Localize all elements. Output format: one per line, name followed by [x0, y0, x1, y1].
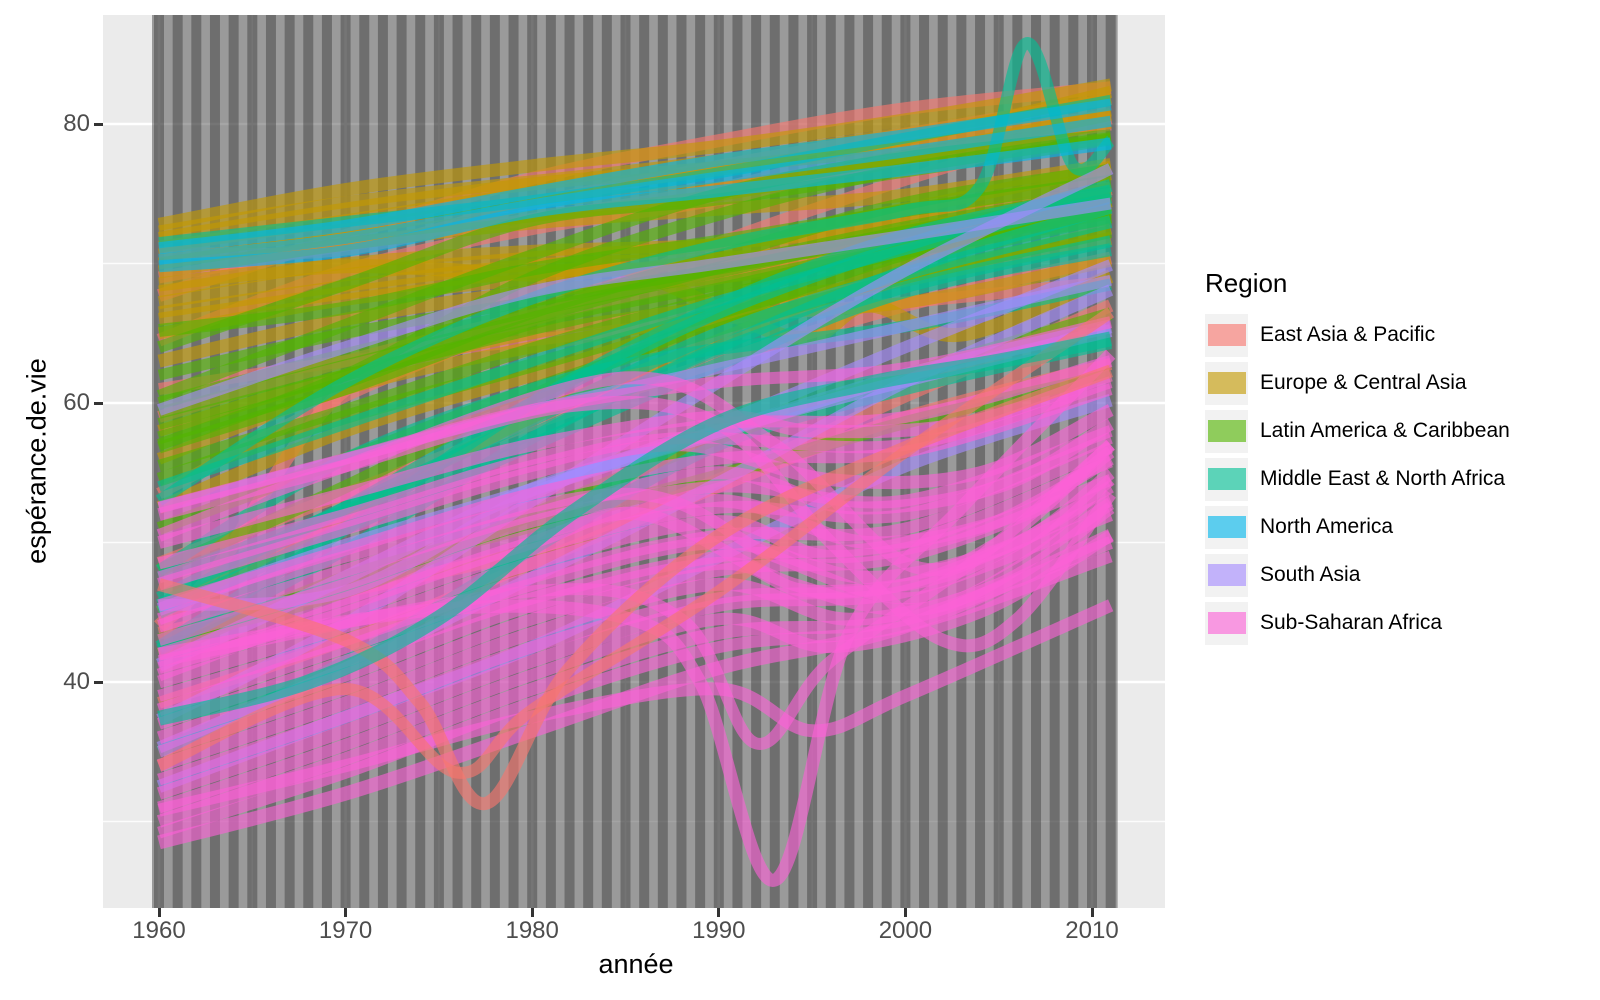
y-tick-mark — [94, 401, 103, 405]
y-tick-mark — [94, 122, 103, 126]
country-line-sa — [157, 197, 1112, 416]
x-tick-label: 2010 — [1065, 917, 1119, 944]
y-tick-label: 80 — [63, 110, 90, 137]
y-tick-label: 40 — [63, 668, 90, 695]
legend-item-mena: Middle East & North Africa — [1205, 455, 1595, 503]
legend-item-lac: Latin America & Caribbean — [1205, 407, 1595, 455]
legend-swatch-ssa — [1207, 612, 1246, 634]
x-tick-mark — [530, 908, 534, 917]
legend-swatch-eca — [1207, 372, 1246, 394]
country-line-ssa — [157, 529, 1114, 850]
x-axis-title: année — [598, 949, 674, 979]
legend-key-lac — [1205, 409, 1248, 453]
country-line-na — [158, 98, 1112, 255]
country-line-na — [158, 115, 1112, 265]
x-tick-label: 1980 — [505, 917, 559, 944]
x-tick-mark — [903, 908, 907, 917]
legend-label-ssa: Sub-Saharan Africa — [1260, 611, 1443, 634]
legend-item-sa: South Asia — [1205, 551, 1595, 599]
country-line-mena — [155, 37, 1115, 506]
country-line-mena — [157, 331, 1113, 726]
legend-label-na: North America — [1260, 515, 1394, 538]
plot-panel — [103, 15, 1165, 908]
legend-label-eap: East Asia & Pacific — [1260, 323, 1436, 346]
legend-swatch-sa — [1207, 564, 1246, 586]
country-line-eca — [157, 78, 1112, 231]
legend-key-eca — [1205, 361, 1248, 405]
legend-swatch-mena — [1207, 468, 1246, 490]
country-line-eap — [156, 307, 1115, 779]
legend-swatch-eap — [1207, 324, 1246, 346]
legend-key-eap — [1205, 313, 1248, 357]
legend-key-mena — [1205, 457, 1248, 501]
legend-label-eca: Europe & Central Asia — [1260, 371, 1467, 394]
y-tick-label: 60 — [63, 389, 90, 416]
legend-item-eap: East Asia & Pacific — [1205, 311, 1595, 359]
legend: Region East Asia & Pacific Europe & Centr… — [1205, 268, 1595, 647]
x-tick-mark — [1090, 908, 1094, 917]
legend-label-lac: Latin America & Caribbean — [1260, 419, 1510, 442]
legend-label-mena: Middle East & North Africa — [1260, 467, 1506, 490]
y-axis-title: espérance.de.vie — [21, 358, 52, 564]
x-tick-label: 2000 — [878, 917, 933, 944]
legend-item-eca: Europe & Central Asia — [1205, 359, 1595, 407]
country-line-na — [158, 137, 1112, 273]
x-tick-mark — [717, 908, 721, 917]
legend-items: East Asia & Pacific Europe & Central Asia… — [1205, 311, 1595, 647]
legend-swatch-na — [1207, 516, 1246, 538]
y-tick-mark — [94, 680, 103, 684]
legend-label-sa: South Asia — [1260, 563, 1361, 586]
legend-key-ssa — [1205, 601, 1248, 645]
legend-swatch-lac — [1207, 420, 1246, 442]
legend-key-sa — [1205, 553, 1248, 597]
plot-canvas — [103, 15, 1165, 908]
legend-item-na: North America — [1205, 503, 1595, 551]
legend-item-ssa: Sub-Saharan Africa — [1205, 599, 1595, 647]
x-tick-label: 1960 — [132, 917, 186, 944]
legend-key-na — [1205, 505, 1248, 549]
x-tick-mark — [344, 908, 348, 917]
x-tick-label: 1990 — [692, 917, 746, 944]
x-tick-mark — [157, 908, 161, 917]
x-tick-label: 1970 — [318, 917, 373, 944]
country-line-ssa — [157, 316, 1113, 514]
legend-title: Region — [1205, 268, 1288, 298]
